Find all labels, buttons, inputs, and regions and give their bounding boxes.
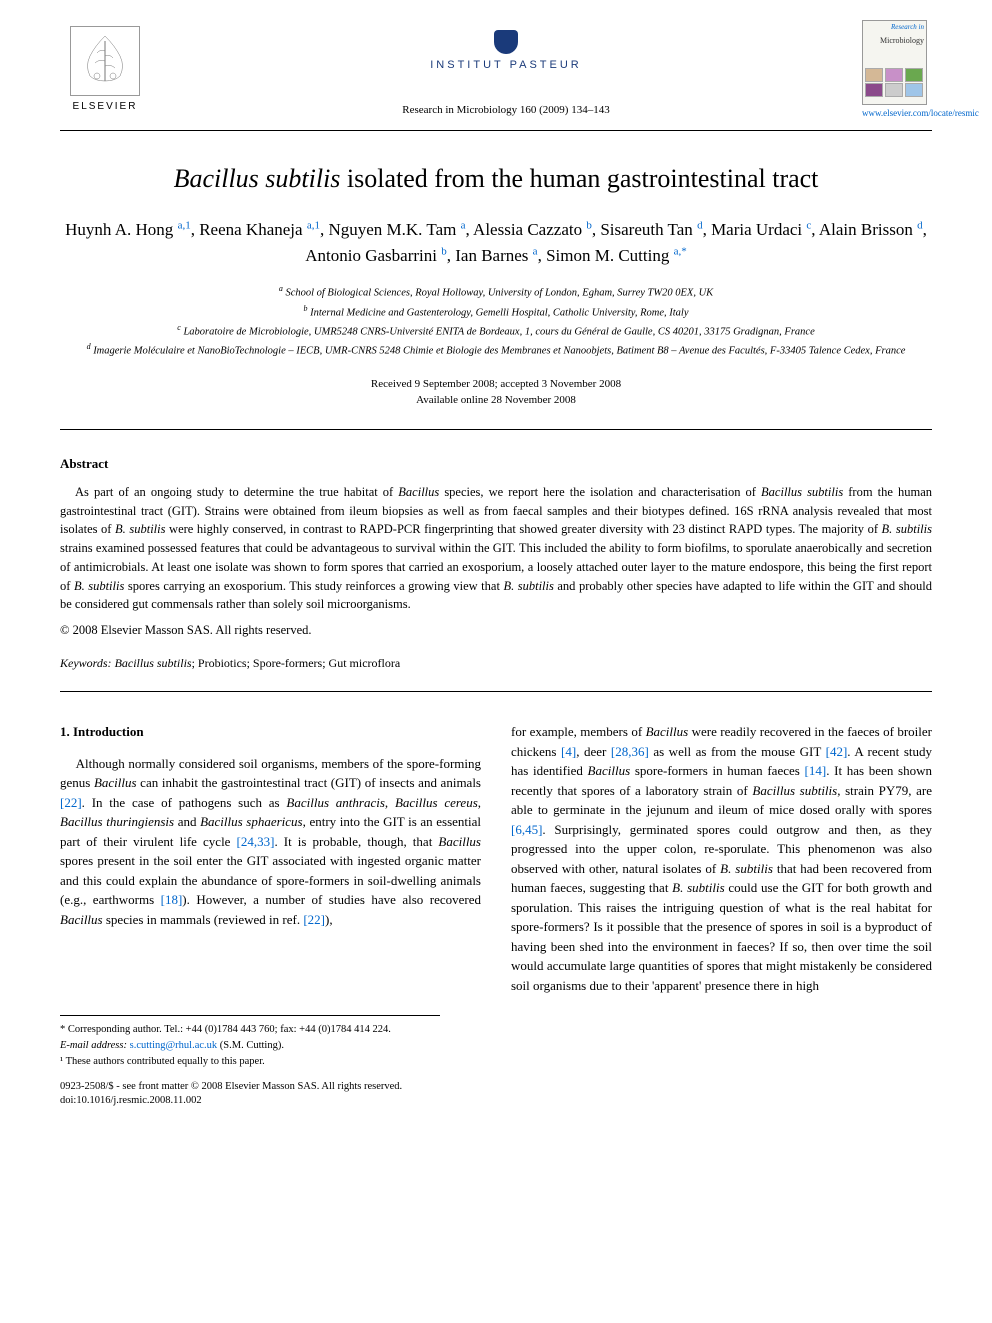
- date-online: Available online 28 November 2008: [60, 392, 932, 409]
- footnotes: * Corresponding author. Tel.: +44 (0)178…: [60, 1015, 440, 1069]
- title-rest: isolated from the human gastrointestinal…: [340, 164, 818, 193]
- affiliation-a: a School of Biological Sciences, Royal H…: [60, 283, 932, 302]
- intro-heading: 1. Introduction: [60, 722, 481, 742]
- affiliations: a School of Biological Sciences, Royal H…: [60, 283, 932, 360]
- cover-img: [885, 68, 903, 82]
- center-branding: INSTITUT PASTEUR Research in Microbiolog…: [150, 20, 862, 119]
- abstract-section: Abstract As part of an ongoing study to …: [60, 455, 932, 640]
- elsevier-label: ELSEVIER: [73, 100, 138, 114]
- date-received: Received 9 September 2008; accepted 3 No…: [60, 376, 932, 393]
- email-address[interactable]: s.cutting@rhul.ac.uk: [130, 1040, 218, 1051]
- pasteur-text: INSTITUT PASTEUR: [430, 58, 582, 73]
- keywords-label: Keywords:: [60, 656, 112, 670]
- email-name: (S.M. Cutting).: [217, 1040, 284, 1051]
- intro-para-1: Although normally considered soil organi…: [60, 754, 481, 930]
- journal-reference: Research in Microbiology 160 (2009) 134–…: [150, 103, 862, 118]
- intro-para-2: for example, members of Bacillus were re…: [511, 722, 932, 995]
- journal-cover: Research in Microbiology www.elsevier.co…: [862, 20, 932, 120]
- footer: 0923-2508/$ - see front matter © 2008 El…: [60, 1080, 932, 1109]
- email-label: E-mail address:: [60, 1040, 127, 1051]
- affiliation-d: d Imagerie Moléculaire et NanoBioTechnol…: [60, 341, 932, 360]
- header-divider: [60, 130, 932, 131]
- pasteur-icon: [494, 30, 518, 54]
- cover-img: [885, 83, 903, 97]
- elsevier-tree-icon: [70, 26, 140, 96]
- abstract-heading: Abstract: [60, 455, 932, 473]
- cover-img: [905, 68, 923, 82]
- abstract-copyright: © 2008 Elsevier Masson SAS. All rights r…: [60, 622, 932, 640]
- cover-microbio-label: Microbiology: [863, 35, 926, 46]
- equal-contribution: ¹ These authors contributed equally to t…: [60, 1054, 440, 1070]
- affiliation-b: b Internal Medicine and Gastenterology, …: [60, 303, 932, 322]
- abstract-divider: [60, 691, 932, 692]
- article-title: Bacillus subtilis isolated from the huma…: [60, 161, 932, 197]
- email-line: E-mail address: s.cutting@rhul.ac.uk (S.…: [60, 1038, 440, 1054]
- page-header: ELSEVIER INSTITUT PASTEUR Research in Mi…: [0, 0, 992, 130]
- corresponding-author: * Corresponding author. Tel.: +44 (0)178…: [60, 1022, 440, 1038]
- footer-doi: doi:10.1016/j.resmic.2008.11.002: [60, 1094, 932, 1109]
- affiliation-c: c Laboratoire de Microbiologie, UMR5248 …: [60, 322, 932, 341]
- column-right: for example, members of Bacillus were re…: [511, 722, 932, 995]
- footer-copyright: 0923-2508/$ - see front matter © 2008 El…: [60, 1080, 932, 1095]
- cover-images-grid: [863, 66, 926, 99]
- title-species: Bacillus subtilis: [174, 164, 341, 193]
- title-divider: [60, 429, 932, 430]
- keywords: Keywords: Bacillus subtilis; Probiotics;…: [60, 655, 932, 672]
- authors-list: Huynh A. Hong a,1, Reena Khaneja a,1, Ng…: [60, 217, 932, 268]
- cover-img: [865, 68, 883, 82]
- cover-img: [905, 83, 923, 97]
- cover-research-label: Research in: [863, 21, 926, 35]
- body-columns: 1. Introduction Although normally consid…: [60, 722, 932, 995]
- column-left: 1. Introduction Although normally consid…: [60, 722, 481, 995]
- keywords-text: Bacillus subtilis; Probiotics; Spore-for…: [112, 656, 401, 670]
- article-dates: Received 9 September 2008; accepted 3 No…: [60, 376, 932, 409]
- abstract-text: As part of an ongoing study to determine…: [60, 483, 932, 614]
- elsevier-logo: ELSEVIER: [60, 20, 150, 120]
- cover-thumbnail: Research in Microbiology: [862, 20, 927, 105]
- pasteur-logo: INSTITUT PASTEUR: [430, 30, 582, 73]
- cover-img: [865, 83, 883, 97]
- journal-url[interactable]: www.elsevier.com/locate/resmic: [862, 107, 932, 120]
